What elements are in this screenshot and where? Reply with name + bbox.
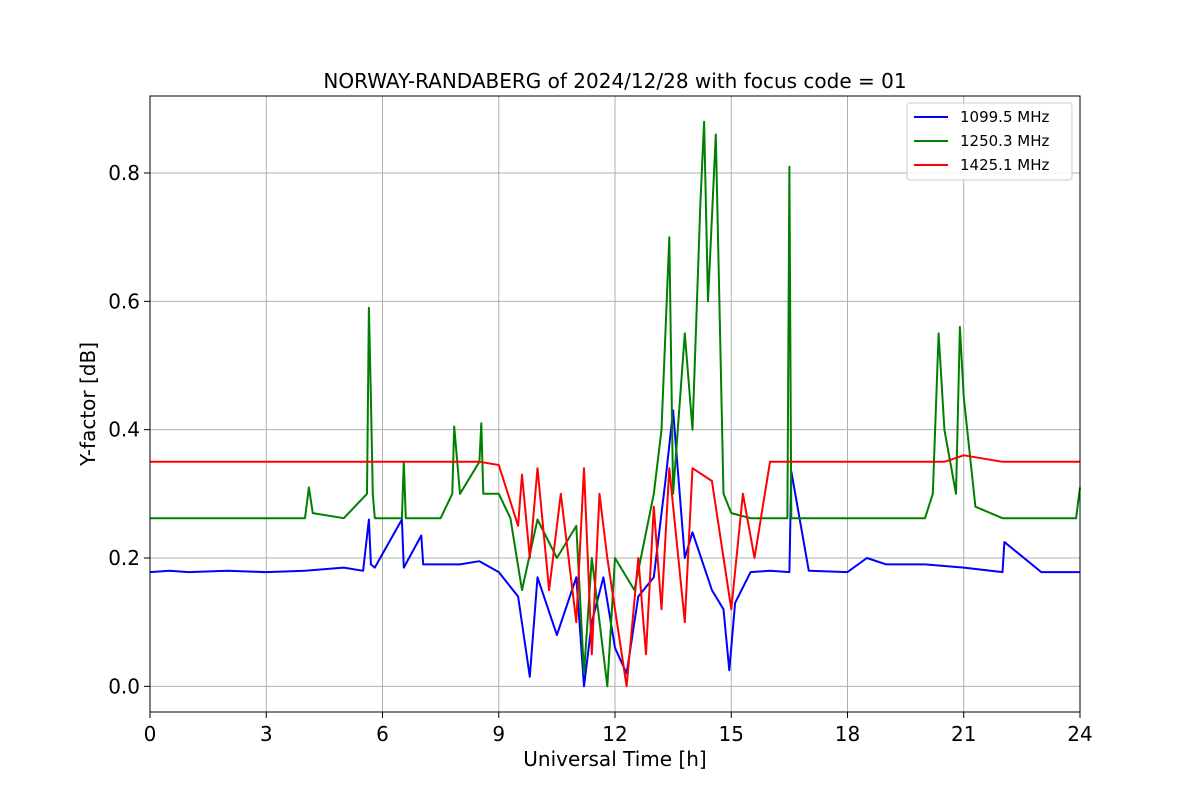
x-tick-label: 3 [260,722,273,746]
legend-box [906,102,1073,181]
x-axis-label: Universal Time [h] [523,747,706,771]
x-tick-label: 9 [492,722,505,746]
axis-ticks: 0 3 6 9 12 15 18 21 24 0.0 0.2 0.4 0.6 0.8 [108,161,1093,746]
y-axis-label: Y-factor [dB] [76,342,100,467]
series-line-1 [149,409,1080,688]
y-tick-label: 0.4 [108,418,140,442]
y-tick-label: 0.0 [108,674,140,698]
x-tick-label: 12 [602,722,627,746]
x-tick-label: 6 [376,722,389,746]
y-tick-label: 0.8 [108,161,140,185]
chart-title: NORWAY-RANDABERG of 2024/12/28 with focu… [323,69,906,93]
y-tick-label: 0.2 [108,546,140,570]
series-line-3 [150,454,1080,688]
x-tick-label: 0 [144,722,157,746]
legend-label-2: 1250.3 MHz [960,132,1049,150]
x-tick-label: 18 [835,722,860,746]
legend: 1099.5 MHz 1250.3 MHz 1425.1 MHz [906,102,1073,181]
x-tick-label: 21 [951,722,976,746]
x-tick-label: 15 [719,722,744,746]
legend-label-3: 1425.1 MHz [960,156,1049,174]
series-lines [149,120,1081,688]
series-line-2 [150,120,1081,688]
y-tick-label: 0.6 [108,289,140,313]
legend-label-1: 1099.5 MHz [960,108,1049,126]
x-tick-label: 24 [1067,722,1092,746]
